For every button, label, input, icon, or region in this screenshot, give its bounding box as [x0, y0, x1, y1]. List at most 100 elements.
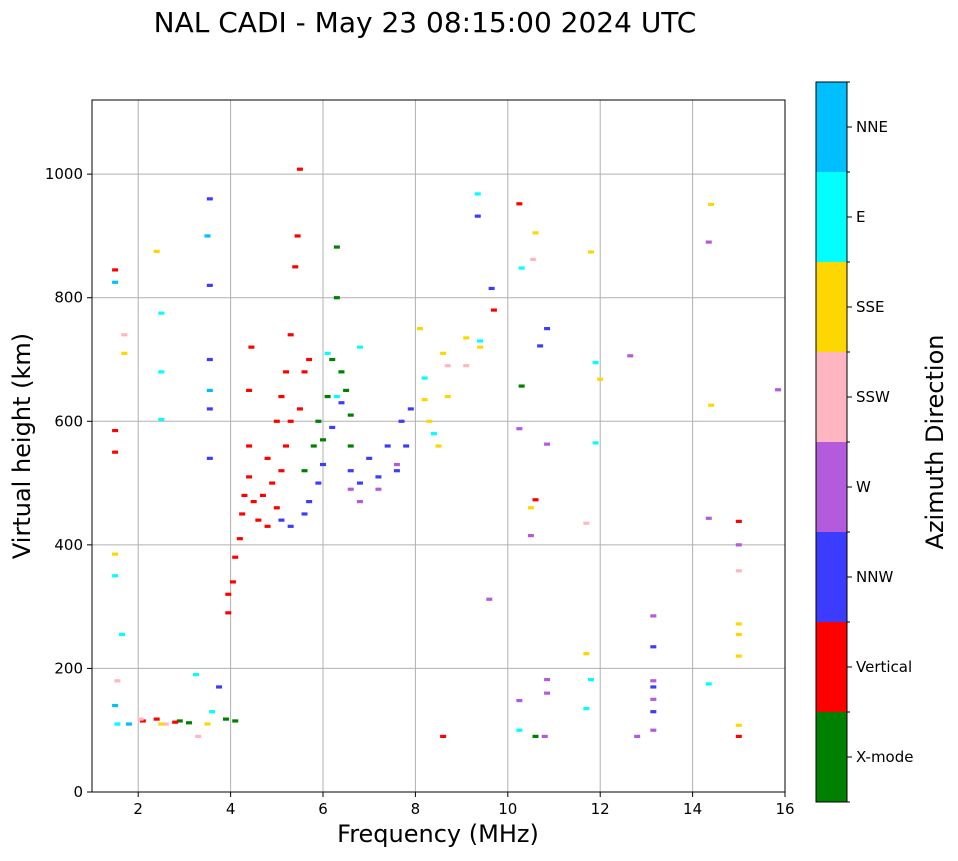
- x-tick-label: 2: [133, 800, 143, 818]
- data-point: [384, 444, 391, 448]
- data-point: [393, 462, 400, 467]
- data-point: [366, 456, 373, 460]
- grid: [92, 100, 786, 793]
- series-ssw: [114, 257, 742, 738]
- x-tick-label: 14: [683, 800, 702, 818]
- data-point: [735, 734, 742, 738]
- data-point: [250, 500, 257, 504]
- data-point: [488, 286, 495, 291]
- data-point: [650, 685, 657, 689]
- data-point: [518, 266, 525, 270]
- data-point: [287, 419, 294, 423]
- data-point: [477, 339, 484, 343]
- data-point: [347, 413, 354, 417]
- data-point: [474, 192, 481, 196]
- data-point: [407, 407, 414, 411]
- data-point: [343, 388, 350, 392]
- data-point: [775, 388, 782, 392]
- data-point: [112, 450, 119, 454]
- data-point: [158, 417, 165, 422]
- data-point: [137, 717, 144, 721]
- data-point: [477, 345, 484, 349]
- y-axis-label: Virtual height (km): [8, 333, 36, 559]
- data-point: [273, 506, 280, 510]
- data-point: [125, 722, 132, 726]
- data-point: [516, 202, 523, 206]
- data-point: [592, 360, 599, 365]
- y-tick-label: 800: [54, 289, 83, 307]
- data-point: [333, 245, 340, 249]
- data-point: [114, 722, 121, 726]
- data-point: [490, 308, 497, 312]
- y-tick-label: 200: [54, 659, 83, 677]
- colorbar-swatch: [816, 622, 847, 712]
- data-point: [735, 654, 742, 658]
- data-point: [705, 240, 712, 244]
- data-point: [735, 622, 742, 626]
- data-point: [121, 333, 128, 337]
- data-point: [206, 197, 213, 201]
- data-point: [516, 698, 523, 703]
- data-point: [463, 364, 470, 368]
- x-tick-label: 16: [775, 800, 794, 818]
- data-point: [222, 717, 229, 721]
- data-point: [393, 469, 400, 473]
- data-point: [324, 351, 331, 355]
- y-tick-label: 600: [54, 412, 83, 430]
- data-point: [195, 734, 202, 738]
- data-point: [705, 516, 712, 520]
- data-point: [162, 722, 169, 726]
- data-point: [294, 234, 301, 238]
- data-point: [444, 394, 451, 399]
- y-tick-label: 400: [54, 536, 83, 554]
- data-point: [430, 432, 437, 436]
- data-point: [248, 345, 255, 349]
- data-point: [241, 493, 248, 498]
- data-point: [338, 370, 345, 374]
- data-point: [735, 569, 742, 573]
- data-point: [356, 481, 363, 485]
- data-point: [112, 428, 119, 433]
- colorbar-tick-label: X-mode: [856, 748, 913, 766]
- data-point: [287, 524, 294, 528]
- y-tick-label: 0: [73, 783, 83, 801]
- data-point: [583, 521, 590, 525]
- data-point: [192, 673, 199, 677]
- data-point: [301, 512, 308, 516]
- data-point: [463, 336, 470, 340]
- data-point: [320, 462, 326, 467]
- data-point: [650, 645, 657, 649]
- data-point: [541, 734, 548, 738]
- data-point: [650, 697, 657, 701]
- data-point: [634, 734, 641, 738]
- colorbar-tick-label: Vertical: [856, 658, 912, 676]
- data-point: [121, 351, 128, 355]
- data-point: [583, 706, 590, 711]
- data-point: [403, 444, 410, 448]
- colorbar-frame: [815, 81, 848, 803]
- data-point: [246, 388, 253, 392]
- data-point: [246, 444, 253, 448]
- data-point: [627, 354, 634, 358]
- data-point: [444, 364, 451, 368]
- data-point: [650, 679, 657, 683]
- data-point: [583, 652, 590, 656]
- colorbar-tick-label: E: [856, 208, 865, 226]
- colorbar-tick-label: W: [856, 478, 871, 496]
- data-point: [278, 518, 285, 522]
- colorbar-swatch: [816, 82, 847, 172]
- data-point: [356, 345, 363, 349]
- data-point: [153, 717, 160, 721]
- data-point: [356, 500, 363, 504]
- data-point: [338, 401, 345, 405]
- x-tick-label: 10: [498, 800, 517, 818]
- series-vertical: [112, 167, 742, 738]
- data-point: [287, 333, 294, 337]
- data-point: [204, 722, 211, 726]
- data-point: [650, 728, 657, 732]
- data-point: [537, 344, 544, 348]
- data-point: [375, 487, 382, 491]
- data-point: [347, 444, 354, 448]
- colorbar-swatch: [816, 532, 847, 622]
